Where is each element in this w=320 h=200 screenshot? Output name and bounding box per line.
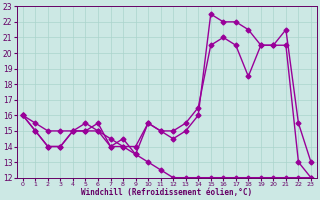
X-axis label: Windchill (Refroidissement éolien,°C): Windchill (Refroidissement éolien,°C) xyxy=(81,188,252,197)
